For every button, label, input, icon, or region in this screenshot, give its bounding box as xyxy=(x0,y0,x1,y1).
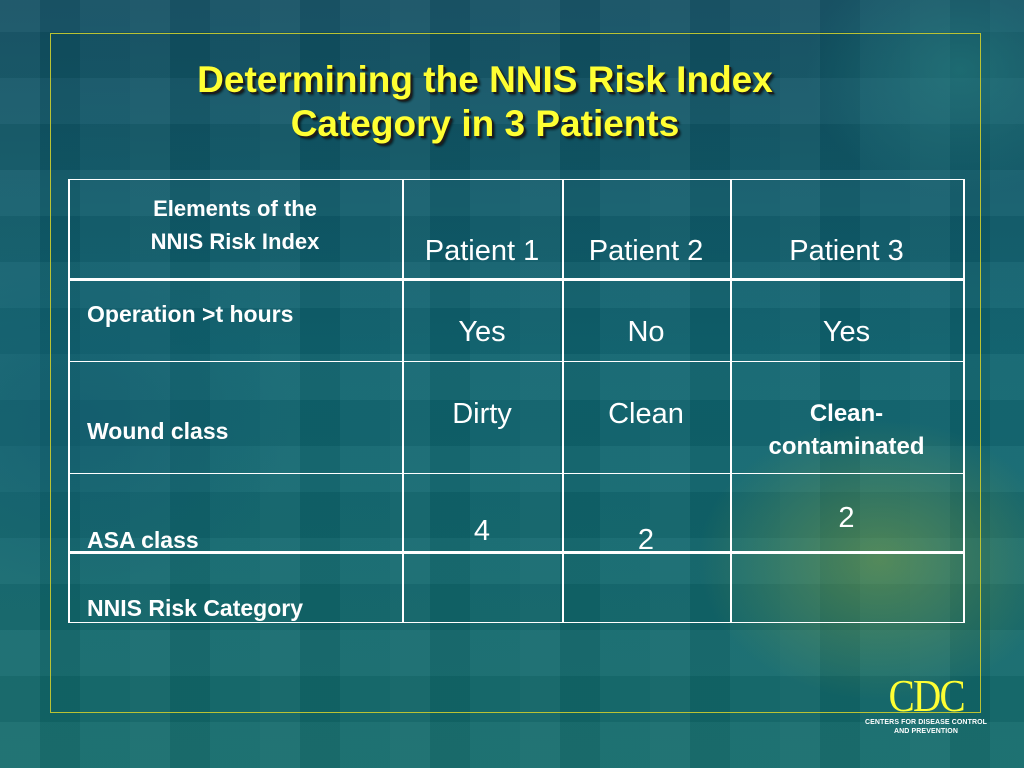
table-border-left xyxy=(68,179,70,623)
header-elements-line-2: NNIS Risk Index xyxy=(150,229,320,254)
title-line-1: Determining the NNIS Risk Index xyxy=(197,59,773,100)
header-patient-1: Patient 1 xyxy=(424,235,540,267)
column-divider-3 xyxy=(730,179,732,623)
slide-frame xyxy=(50,33,981,713)
row-asa-label: ASA class xyxy=(87,527,199,553)
row-operation-label: Operation >t hours xyxy=(87,301,294,327)
table-border-bottom xyxy=(68,622,965,623)
header-patient-3: Patient 3 xyxy=(789,235,904,267)
row-wound-patient-1: Dirty xyxy=(452,398,512,430)
table-border-right xyxy=(963,179,965,623)
cdc-logo-subtitle-line-1: CENTERS FOR DISEASE CONTROL xyxy=(864,719,988,726)
row-operation-patient-1: Yes xyxy=(458,316,506,348)
header-elements-line-1: Elements of the xyxy=(153,196,317,221)
cdc-logo-subtitle-line-2: AND PREVENTION xyxy=(893,728,959,735)
row-asa-patient-2: 2 xyxy=(637,524,655,556)
title-line-2: Category in 3 Patients xyxy=(290,103,680,144)
cdc-logo-subtitle: CENTERS FOR DISEASE CONTROL AND PREVENTI… xyxy=(862,718,990,736)
row-wound-patient-3-line-2: contaminated xyxy=(768,433,925,460)
header-divider xyxy=(68,278,965,281)
table-border-top xyxy=(68,179,965,180)
row-asa-patient-3: 2 xyxy=(838,502,855,534)
header-elements: Elements of the NNIS Risk Index xyxy=(68,192,402,258)
cdc-logo: CDC CENTERS FOR DISEASE CONTROL AND PREV… xyxy=(862,670,990,736)
row-wound-label: Wound class xyxy=(87,418,229,444)
slide-title: Determining the NNIS Risk Index Category… xyxy=(60,58,910,146)
cdc-logo-text: CDC xyxy=(888,670,965,721)
row-divider-3 xyxy=(68,551,965,554)
header-patient-2: Patient 2 xyxy=(588,235,704,267)
row-nnis-category-label: NNIS Risk Category xyxy=(87,595,304,621)
row-wound-patient-3-line-1: Clean- xyxy=(809,400,884,427)
row-divider-2 xyxy=(68,473,965,474)
row-wound-patient-3: Clean- contaminated xyxy=(730,397,963,463)
column-divider-2 xyxy=(562,179,564,623)
nnis-table: Elements of the NNIS Risk Index Patient … xyxy=(68,179,965,623)
row-wound-patient-2: Clean xyxy=(608,398,684,430)
row-operation-patient-3: Yes xyxy=(822,316,871,348)
row-operation-patient-2: No xyxy=(627,316,665,348)
row-asa-patient-1: 4 xyxy=(473,515,491,547)
row-divider-1 xyxy=(68,361,965,362)
column-divider-1 xyxy=(402,179,404,623)
